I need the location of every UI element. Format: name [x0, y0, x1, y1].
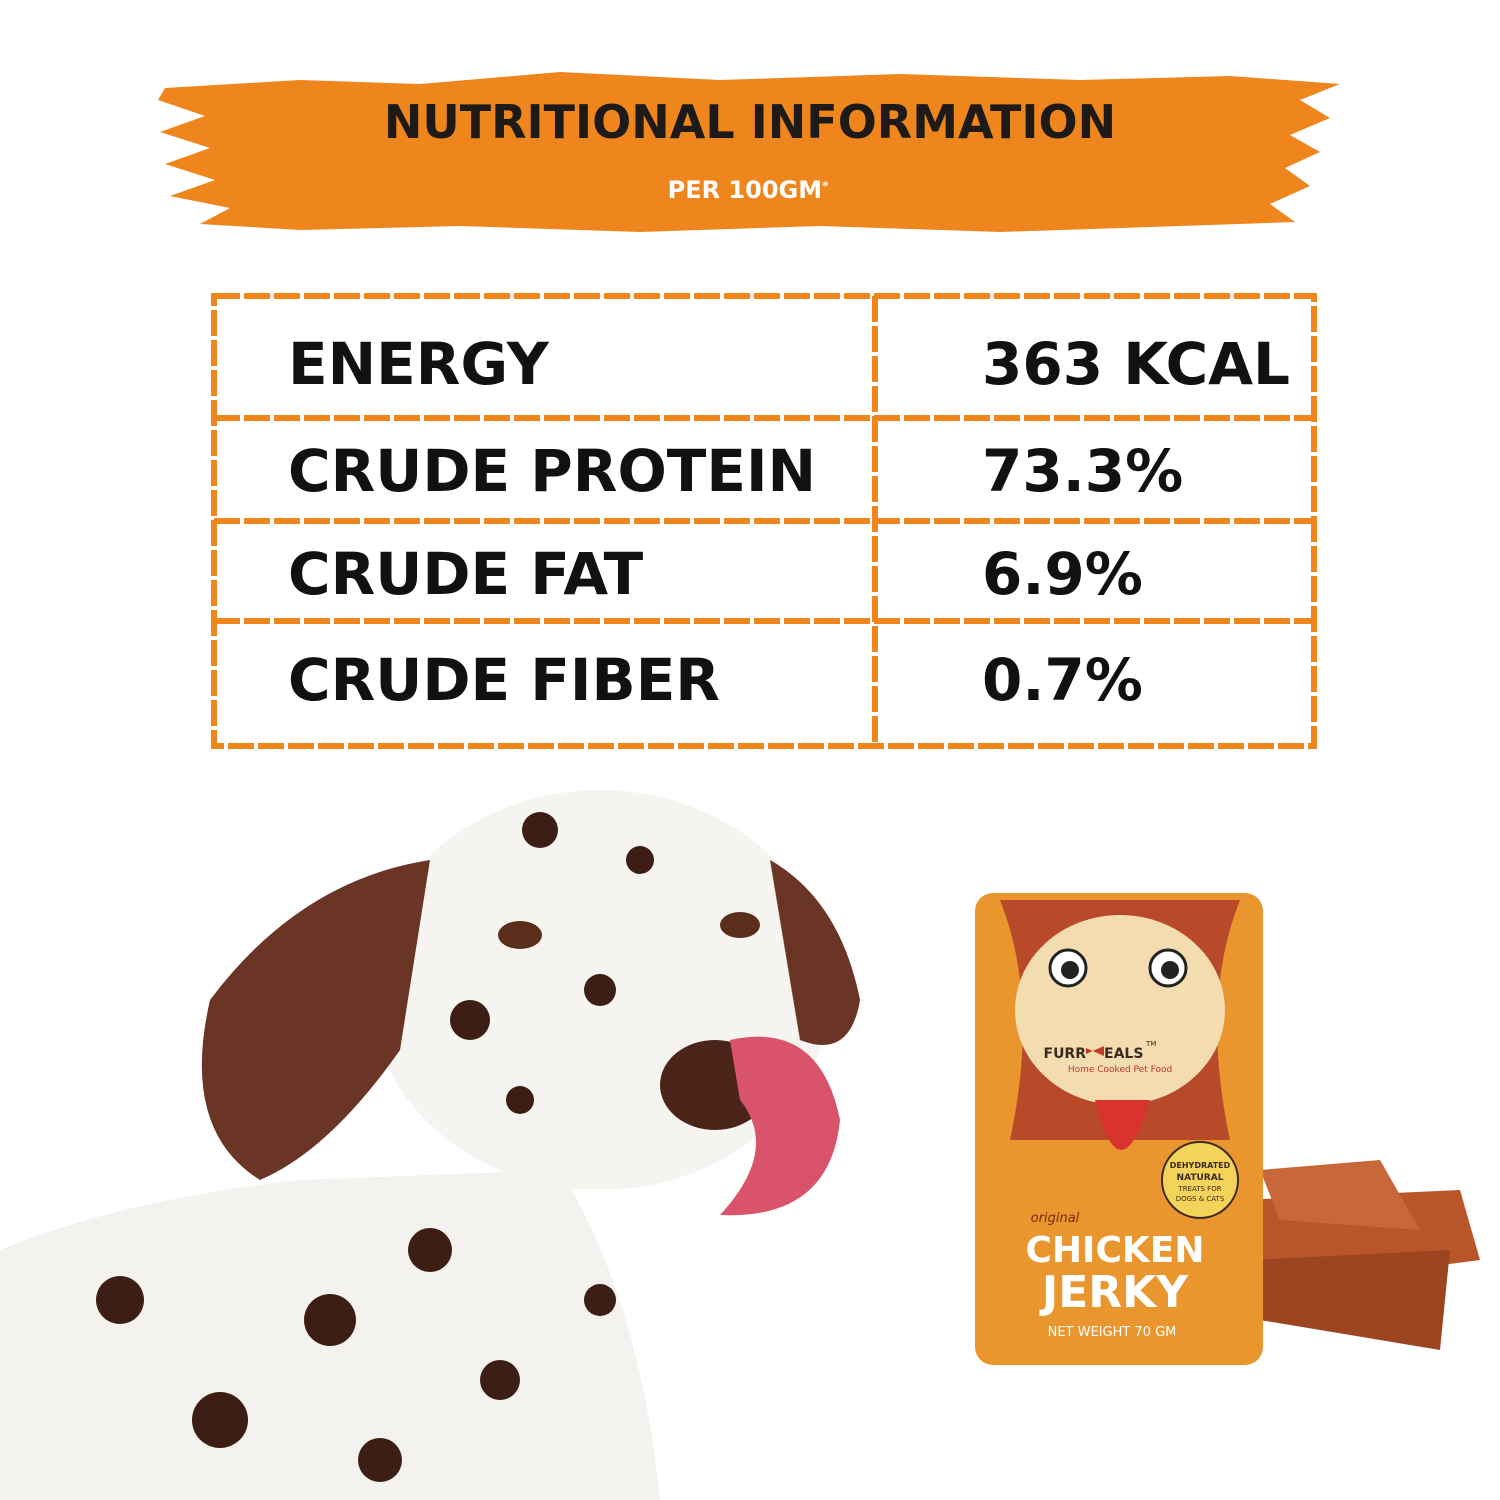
pack-dog-face: [1015, 915, 1225, 1105]
product-name: JERKY: [1039, 1267, 1189, 1318]
subtitle: PER 100GM*: [668, 176, 830, 204]
brand-bow: [1086, 1046, 1104, 1056]
pack-pupil: [1061, 961, 1079, 979]
subtitle-text: PER 100GM: [668, 176, 823, 204]
badge-text: TREATS FOR: [1177, 1185, 1221, 1193]
nutrient-name: CRUDE FAT: [288, 540, 644, 608]
jerky-pile: [1240, 1160, 1480, 1350]
subtitle-mark: *: [822, 179, 829, 193]
tagline: Home Cooked Pet Food: [1068, 1065, 1172, 1075]
banner: [158, 72, 1340, 232]
brand: EALS: [1104, 1046, 1143, 1062]
nutrient-name: ENERGY: [288, 330, 550, 398]
trademark: TM: [1145, 1040, 1156, 1048]
dog-illustration: [0, 790, 860, 1500]
nutrient-value: 73.3%: [982, 437, 1183, 505]
nutrient-value: 363 KCAL: [982, 330, 1290, 398]
table-grid: [211, 293, 1317, 749]
badge-text: DOGS & CATS: [1176, 1195, 1225, 1203]
nutrient-name: CRUDE PROTEIN: [288, 437, 816, 505]
pack-pupil: [1161, 961, 1179, 979]
dog-eye: [498, 921, 542, 949]
dog-tongue: [720, 1036, 840, 1216]
dog-spots: [96, 812, 654, 1482]
badge-text: DEHYDRATED: [1170, 1161, 1231, 1170]
nutrient-name: CRUDE FIBER: [288, 646, 720, 714]
nutrient-value: 0.7%: [982, 646, 1143, 714]
variant: original: [1031, 1211, 1080, 1226]
table-cells: ENERGY 363 KCAL CRUDE PROTEIN 73.3% CRUDE FA…: [288, 330, 1290, 714]
dog-eye: [720, 912, 760, 938]
nutrient-value: 6.9%: [982, 540, 1143, 608]
title: NUTRITIONAL INFORMATION: [384, 95, 1116, 149]
dog-ear: [770, 860, 860, 1045]
net-weight: NET WEIGHT 70 GM: [1048, 1325, 1177, 1340]
pack-tongue: [1095, 1100, 1150, 1150]
product-pack: FURR EALS TM Home Cooked Pet Food DEHYDR…: [975, 893, 1263, 1365]
product-name: CHICKEN: [1026, 1230, 1205, 1271]
dog-ear: [201, 860, 430, 1180]
badge: [1161, 1141, 1239, 1219]
badge-text: NATURAL: [1177, 1173, 1224, 1183]
brand: FURR: [1044, 1046, 1087, 1062]
